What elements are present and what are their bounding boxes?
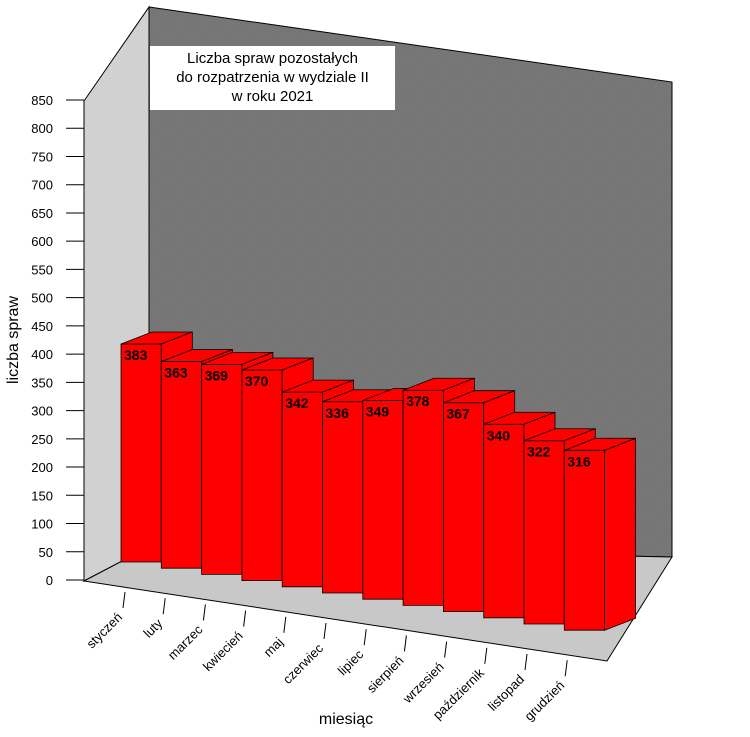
bar-value-label: 322 [527,444,551,460]
chart-title-line-3: w roku 2021 [231,88,314,105]
x-tick-mark [243,610,247,627]
bar-front [201,363,243,575]
bar-value-label: 316 [567,453,591,469]
y-tick-label: 600 [31,234,53,249]
x-tick-label: lipiec [335,646,367,678]
bar-value-label: 378 [406,393,430,409]
x-tick-mark [484,647,488,664]
chart-title: Liczba spraw pozostałych do rozpatrzenia… [150,46,395,110]
y-tick-label: 750 [31,149,53,164]
chart-title-line-1: Liczba spraw pozostałych [187,50,358,67]
y-tick-label: 150 [31,488,53,503]
x-tick-label: styczeń [83,610,125,652]
x-tick-mark [122,591,126,609]
x-tick-label: wrzesień [399,659,447,707]
x-axis-label: miesiąc [319,711,373,728]
y-tick-label: 200 [31,460,53,475]
bar-front [563,449,605,631]
y-axis-label: liczba spraw [5,296,22,384]
y-tick-label: 350 [31,375,53,390]
x-tick-label: grudzień [521,678,567,724]
bar-front [241,369,283,581]
y-tick-label: 550 [31,262,53,277]
bar-side [604,437,636,631]
bar-value-label: 363 [164,365,188,381]
y-tick-label: 700 [31,178,53,193]
bar-value-label: 383 [124,347,148,363]
x-tick-mark [202,604,206,621]
bar-value-label: 369 [205,367,229,383]
bar-value-label: 342 [285,395,309,411]
bar-front [362,400,404,600]
y-tick-label: 100 [31,517,53,532]
bar-front [523,440,565,625]
y-tick-label: 0 [46,573,53,588]
x-tick-label: marzec [165,622,206,663]
x-tick-mark [403,635,407,652]
x-tick-mark [162,598,166,615]
bar-front [442,402,485,612]
y-tick-label: 50 [39,545,53,560]
x-tick-label: luty [140,615,165,640]
bar-front [281,391,323,588]
y-tick-label: 450 [31,319,53,334]
bar-value-label: 336 [326,405,350,421]
y-tick-label: 850 [31,93,53,108]
bars: 383 363 369 370 342 336 349 378 367 340 322 316 [120,331,636,631]
x-tick-mark [323,622,327,640]
bar-value-label: 340 [487,427,511,443]
bar-front [483,423,525,619]
x-tick-label: listopad [485,672,527,714]
y-tick-label: 800 [31,121,53,136]
bar-value-label: 349 [366,404,390,420]
bar-front [402,389,444,606]
x-tick-label: kwiecień [200,628,246,674]
x-tick-label: czerwiec [280,640,327,687]
x-tick-label: sierpień [364,653,407,696]
y-tick-label: 250 [31,432,53,447]
x-tick-mark [444,641,448,658]
y-tick-label: 650 [31,206,53,221]
bar: 316 [563,437,636,631]
x-tick-label: maj [260,634,285,659]
x-tick-mark [283,616,287,633]
bar-front [322,401,364,594]
y-tick-label: 300 [31,404,53,419]
y-axis: 0 50 100 150 200 250 300 350 400 450 500 550 600 650 7… [31,93,85,588]
y-tick-label: 400 [31,347,53,362]
bar-value-label: 370 [245,373,269,389]
bar-front [160,361,203,569]
x-tick-mark [363,629,367,646]
x-tick-mark [564,660,568,677]
bar-value-label: 367 [446,406,470,422]
bar-front [120,343,162,563]
y-tick-label: 500 [31,291,53,306]
x-tick-mark [524,653,528,671]
chart-title-line-2: do rozpatrzenia w wydziale II [176,69,369,86]
x-axis-ticks [122,591,568,677]
